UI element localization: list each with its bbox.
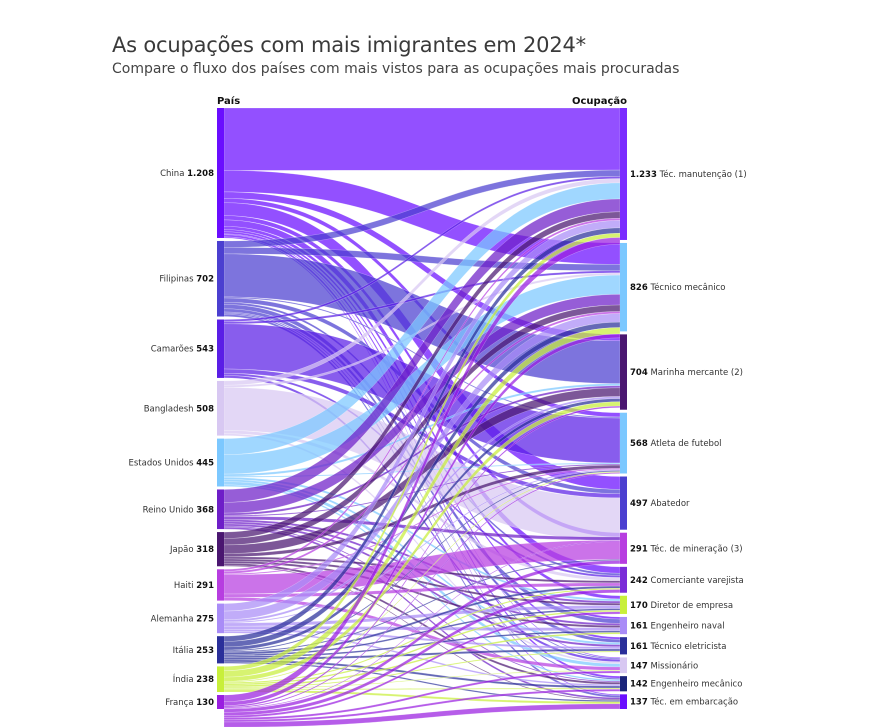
source-node-italia[interactable] (217, 636, 224, 664)
source-label-estados-unidos: Estados Unidos 445 (128, 459, 214, 469)
target-label-tecnico-mecanico: 826 Técnico mecânico (630, 282, 725, 293)
source-node-camaroes[interactable] (217, 319, 224, 378)
source-label-filipinas: Filipinas 702 (159, 275, 214, 285)
target-node-diretor-de-empresa[interactable] (620, 595, 627, 614)
source-label-italia: Itália 253 (173, 646, 215, 656)
target-node-tec-em-embarcacao[interactable] (620, 694, 627, 709)
left-axis-header: País (217, 95, 240, 107)
link-franca-to-tec-de-mineracao-3[interactable] (223, 560, 621, 713)
source-node-franca[interactable] (217, 695, 224, 709)
target-node-engenheiro-mecanico[interactable] (620, 676, 627, 692)
target-node-engenheiro-naval[interactable] (620, 616, 627, 635)
target-node-tecnico-eletricista[interactable] (620, 637, 627, 655)
link-franca-to-atleta-de-futebol[interactable] (223, 472, 621, 709)
source-label-china: China 1.208 (160, 169, 214, 179)
target-node-tec-de-mineracao-3[interactable] (620, 532, 627, 564)
target-label-diretor-de-empresa: 170 Diretor de empresa (630, 601, 733, 611)
target-label-atleta-de-futebol: 568 Atleta de futebol (630, 439, 722, 449)
target-node-abatedor[interactable] (620, 476, 627, 530)
target-label-tecnico-eletricista: 161 Técnico eletricista (630, 641, 726, 652)
source-label-franca: França 130 (165, 698, 214, 708)
target-node-tecnico-mecanico[interactable] (620, 242, 627, 332)
target-label-abatedor: 497 Abatedor (630, 499, 690, 509)
target-label-engenheiro-mecanico: 142 Engenheiro mecânico (630, 680, 742, 690)
source-node-china[interactable] (217, 108, 224, 238)
right-axis-header: Ocupação (572, 96, 627, 107)
source-label-bangladesh: Bangladesh 508 (144, 404, 214, 414)
chart-subtitle: Compare o fluxo dos países com mais vist… (112, 61, 680, 77)
source-node-estados-unidos[interactable] (217, 438, 224, 487)
target-node-missionario[interactable] (620, 657, 627, 674)
source-node-haiti[interactable] (217, 569, 224, 601)
target-label-tec-manutencao-1: 1.233 Téc. manutenção (1) (630, 169, 747, 180)
chart-title: As ocupações com mais imigrantes em 2024… (112, 33, 586, 57)
source-node-alemanha[interactable] (217, 603, 224, 634)
source-label-haiti: Haiti 291 (174, 581, 214, 591)
source-label-alemanha: Alemanha 275 (151, 614, 214, 624)
source-label-camaroes: Camarões 543 (151, 345, 214, 355)
link-china-to-tec-manutencao-1[interactable] (223, 107, 621, 171)
target-label-comerciante-varejista: 242 Comerciante varejista (630, 576, 744, 586)
source-label-reino-unido: Reino Unido 368 (143, 505, 215, 515)
nodes-layer (217, 108, 627, 709)
target-label-missionario: 147 Missionário (630, 661, 698, 671)
labels-layer: País Ocupação China 1.208 Filipinas 702 Ca… (128, 95, 746, 708)
source-node-filipinas[interactable] (217, 240, 224, 317)
target-node-comerciante-varejista[interactable] (620, 566, 627, 593)
target-label-engenheiro-naval: 161 Engenheiro naval (630, 622, 725, 632)
target-node-tec-manutencao-1[interactable] (620, 108, 627, 240)
target-node-atleta-de-futebol[interactable] (620, 412, 627, 474)
source-label-india: Índia 238 (173, 673, 214, 685)
target-node-marinha-mercante-2[interactable] (620, 334, 627, 410)
source-node-india[interactable] (217, 666, 224, 693)
links-layer (223, 107, 621, 727)
target-label-marinha-mercante-2: 704 Marinha mercante (2) (630, 368, 743, 378)
target-label-tec-de-mineracao-3: 291 Téc. de mineração (3) (630, 543, 743, 554)
source-label-japao: Japão 318 (169, 545, 214, 555)
source-node-reino-unido[interactable] (217, 489, 224, 530)
source-node-japao[interactable] (217, 532, 224, 567)
source-node-bangladesh[interactable] (217, 380, 224, 436)
link-franca-to-tec-em-embarcacao[interactable] (223, 703, 621, 727)
target-label-tec-em-embarcacao: 137 Téc. em embarcação (630, 697, 738, 708)
